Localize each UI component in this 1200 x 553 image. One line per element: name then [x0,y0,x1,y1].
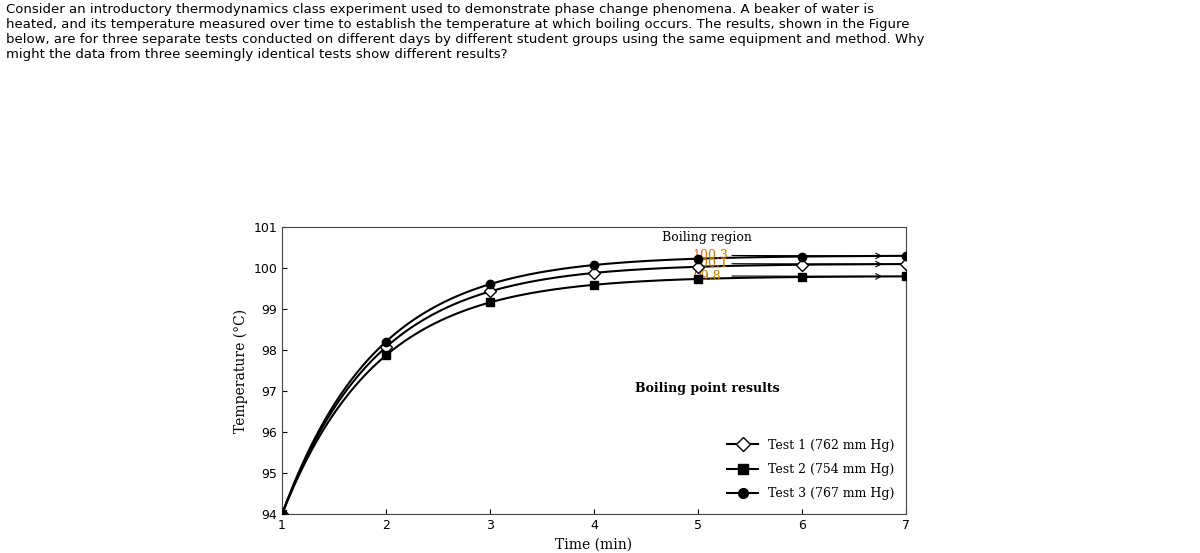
Text: Boiling region: Boiling region [661,231,751,243]
Y-axis label: Temperature (°C): Temperature (°C) [233,309,247,432]
Text: 99.8: 99.8 [692,269,720,283]
Text: Boiling point results: Boiling point results [635,382,779,395]
Text: 100.3: 100.3 [692,249,728,262]
Text: 100.1: 100.1 [692,257,728,270]
Legend: Test 1 (762 mm Hg), Test 2 (754 mm Hg), Test 3 (767 mm Hg): Test 1 (762 mm Hg), Test 2 (754 mm Hg), … [722,434,900,505]
Text: Consider an introductory thermodynamics class experiment used to demonstrate pha: Consider an introductory thermodynamics … [6,3,924,61]
X-axis label: Time (min): Time (min) [556,538,632,552]
